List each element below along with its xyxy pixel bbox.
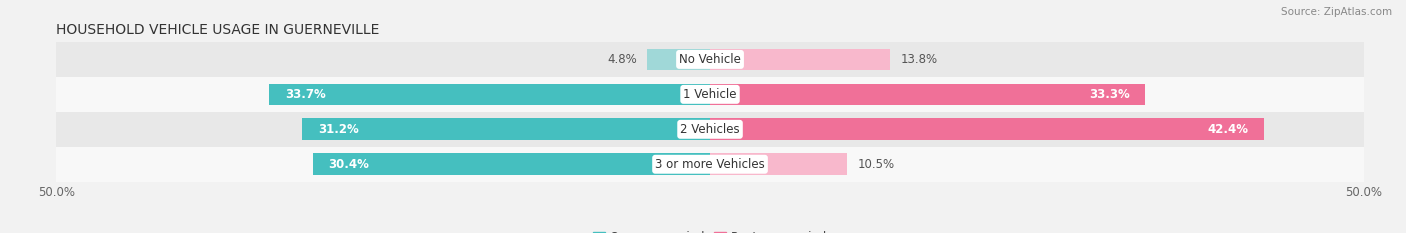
Bar [270,84,710,105]
Text: 2 Vehicles: 2 Vehicles [681,123,740,136]
Text: 30.4%: 30.4% [328,158,370,171]
Text: 31.2%: 31.2% [318,123,359,136]
Text: HOUSEHOLD VEHICLE USAGE IN GUERNEVILLE: HOUSEHOLD VEHICLE USAGE IN GUERNEVILLE [56,23,380,37]
Text: 4.8%: 4.8% [607,53,637,66]
Text: 3 or more Vehicles: 3 or more Vehicles [655,158,765,171]
Bar [302,118,710,140]
Legend: Owner-occupied, Renter-occupied: Owner-occupied, Renter-occupied [588,226,832,233]
Text: Source: ZipAtlas.com: Source: ZipAtlas.com [1281,7,1392,17]
Bar [710,84,1146,105]
Text: No Vehicle: No Vehicle [679,53,741,66]
Bar [56,147,1364,182]
Bar [710,154,848,175]
Bar [312,154,710,175]
Bar [56,112,1364,147]
Text: 33.3%: 33.3% [1090,88,1130,101]
Text: 33.7%: 33.7% [285,88,326,101]
Bar [710,49,890,70]
Bar [647,49,710,70]
Bar [56,42,1364,77]
Text: 10.5%: 10.5% [858,158,894,171]
Bar [56,77,1364,112]
Text: 42.4%: 42.4% [1208,123,1249,136]
Text: 1 Vehicle: 1 Vehicle [683,88,737,101]
Bar [710,118,1264,140]
Text: 13.8%: 13.8% [901,53,938,66]
